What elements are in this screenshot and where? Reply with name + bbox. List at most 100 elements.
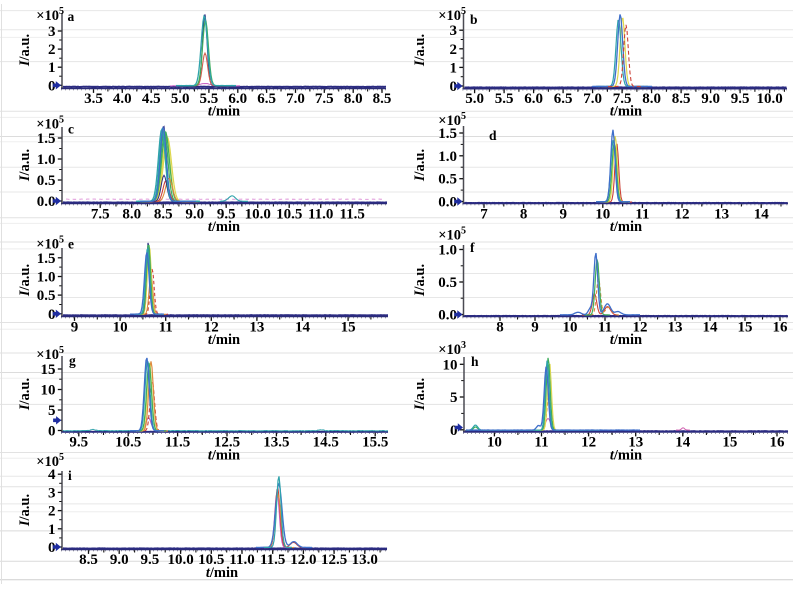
svg-text:I/a.u.: I/a.u. <box>17 34 33 67</box>
svg-text:I/a.u.: I/a.u. <box>412 264 428 297</box>
svg-text:14: 14 <box>754 207 770 223</box>
svg-text:t/min: t/min <box>206 565 238 581</box>
svg-text:5: 5 <box>59 235 64 246</box>
svg-text:I/a.u.: I/a.u. <box>17 494 33 527</box>
svg-text:2: 2 <box>450 42 458 58</box>
svg-text:8: 8 <box>520 207 528 223</box>
svg-text:11: 11 <box>159 320 173 336</box>
svg-text:3: 3 <box>461 340 466 351</box>
svg-text:3.5: 3.5 <box>84 91 103 107</box>
svg-text:12.5: 12.5 <box>321 552 347 568</box>
svg-text:t/min: t/min <box>208 219 240 235</box>
svg-text:13.5: 13.5 <box>263 435 289 451</box>
svg-text:4.5: 4.5 <box>142 91 161 107</box>
svg-text:1.0: 1.0 <box>37 152 56 168</box>
svg-text:9: 9 <box>531 320 539 336</box>
svg-text:11: 11 <box>534 435 548 451</box>
svg-text:t/min: t/min <box>610 448 642 464</box>
svg-text:×10: ×10 <box>36 8 59 24</box>
svg-text:12.5: 12.5 <box>214 435 240 451</box>
svg-text:12: 12 <box>633 320 648 336</box>
svg-text:t/min: t/min <box>610 332 642 348</box>
svg-text:t/min: t/min <box>208 448 240 464</box>
svg-text:12.0: 12.0 <box>290 552 316 568</box>
svg-text:4: 4 <box>48 467 56 483</box>
svg-text:5: 5 <box>461 6 466 17</box>
svg-text:10: 10 <box>41 383 56 399</box>
svg-text:15: 15 <box>41 362 56 378</box>
svg-text:1.5: 1.5 <box>37 131 56 147</box>
svg-text:1: 1 <box>48 522 56 538</box>
svg-text:11: 11 <box>598 320 612 336</box>
svg-text:9.5: 9.5 <box>217 207 236 223</box>
svg-text:I/a.u.: I/a.u. <box>17 264 33 297</box>
svg-text:d: d <box>489 128 497 143</box>
svg-text:11: 11 <box>635 207 649 223</box>
svg-text:14: 14 <box>675 435 691 451</box>
svg-text:10: 10 <box>595 207 610 223</box>
svg-text:I/a.u.: I/a.u. <box>17 149 33 182</box>
svg-text:3: 3 <box>48 24 56 40</box>
svg-text:9.5: 9.5 <box>141 552 160 568</box>
svg-text:12: 12 <box>675 207 690 223</box>
svg-text:5: 5 <box>59 115 64 126</box>
svg-text:16: 16 <box>773 320 789 336</box>
svg-text:1.5: 1.5 <box>37 251 56 267</box>
svg-text:12: 12 <box>204 320 219 336</box>
svg-text:0: 0 <box>450 423 458 439</box>
svg-text:8.5: 8.5 <box>672 91 691 107</box>
svg-text:5.5: 5.5 <box>495 91 514 107</box>
svg-text:t/min: t/min <box>610 219 642 235</box>
svg-text:10.5: 10.5 <box>198 552 224 568</box>
svg-text:5.0: 5.0 <box>171 91 190 107</box>
svg-text:6.0: 6.0 <box>524 91 543 107</box>
svg-text:1.0: 1.0 <box>438 149 457 165</box>
svg-text:3: 3 <box>450 23 458 39</box>
svg-text:13: 13 <box>714 207 729 223</box>
svg-text:10.5: 10.5 <box>115 435 141 451</box>
svg-text:13: 13 <box>628 435 643 451</box>
svg-text:t/min: t/min <box>208 332 240 348</box>
svg-text:0: 0 <box>450 79 458 95</box>
svg-text:f: f <box>470 240 475 255</box>
svg-text:×10: ×10 <box>438 342 461 358</box>
svg-text:b: b <box>470 12 478 27</box>
svg-text:15: 15 <box>341 320 356 336</box>
svg-text:×10: ×10 <box>36 347 59 363</box>
svg-text:5: 5 <box>450 390 458 406</box>
svg-text:11.0: 11.0 <box>308 207 333 223</box>
svg-text:0: 0 <box>48 307 56 323</box>
svg-text:7.5: 7.5 <box>315 91 334 107</box>
svg-text:1: 1 <box>450 60 458 76</box>
svg-text:9.5: 9.5 <box>731 91 750 107</box>
svg-text:0.5: 0.5 <box>438 172 457 188</box>
svg-text:13: 13 <box>249 320 264 336</box>
svg-text:2: 2 <box>48 504 56 520</box>
svg-text:×10: ×10 <box>36 454 59 470</box>
svg-text:9.0: 9.0 <box>701 91 720 107</box>
svg-text:0: 0 <box>48 424 56 440</box>
svg-text:7.0: 7.0 <box>583 91 602 107</box>
svg-text:1.0: 1.0 <box>37 270 56 286</box>
svg-text:8: 8 <box>496 320 504 336</box>
svg-text:15: 15 <box>738 320 753 336</box>
svg-text:11.0: 11.0 <box>229 552 254 568</box>
svg-text:×10: ×10 <box>438 228 461 244</box>
svg-text:11.5: 11.5 <box>339 207 364 223</box>
svg-text:14: 14 <box>295 320 311 336</box>
svg-text:0.5: 0.5 <box>37 173 56 189</box>
svg-text:7: 7 <box>480 207 488 223</box>
svg-text:i: i <box>68 468 72 483</box>
svg-text:×10: ×10 <box>36 237 59 253</box>
svg-text:5.5: 5.5 <box>200 91 219 107</box>
svg-text:10: 10 <box>487 435 502 451</box>
svg-text:14: 14 <box>703 320 719 336</box>
svg-text:8.5: 8.5 <box>79 552 98 568</box>
svg-text:4.0: 4.0 <box>113 91 132 107</box>
svg-text:t/min: t/min <box>610 104 642 120</box>
svg-text:8.5: 8.5 <box>154 207 173 223</box>
svg-text:10: 10 <box>563 320 578 336</box>
svg-text:0.0: 0.0 <box>37 194 56 210</box>
svg-text:13: 13 <box>668 320 683 336</box>
svg-text:3: 3 <box>48 485 56 501</box>
